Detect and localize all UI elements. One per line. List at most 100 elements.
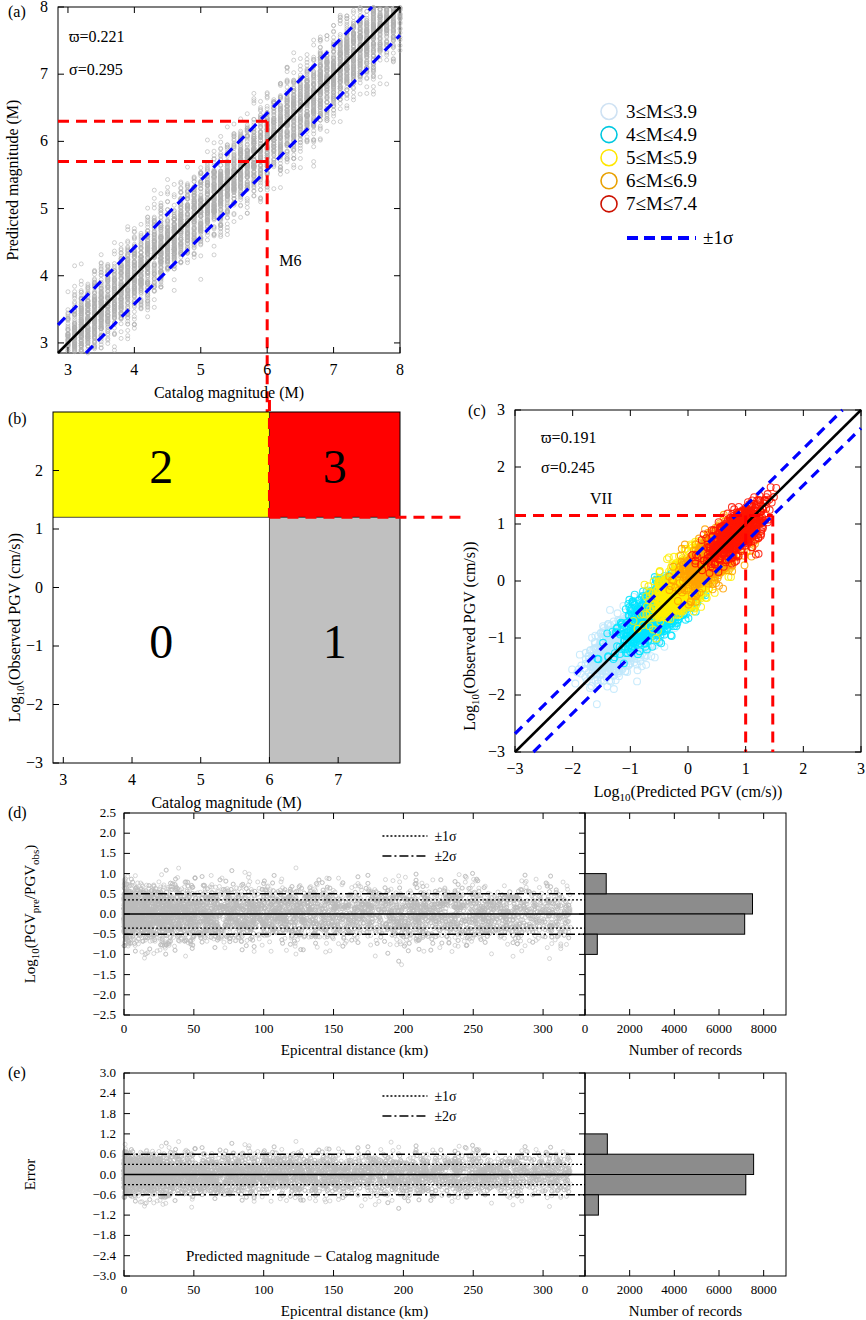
svg-text:250: 250 xyxy=(463,1282,483,1297)
svg-text:±1σ: ±1σ xyxy=(434,1089,457,1104)
svg-text:2: 2 xyxy=(35,462,43,479)
svg-text:(e): (e) xyxy=(8,1064,26,1082)
svg-text:1.0: 1.0 xyxy=(100,866,116,881)
svg-text:0.5: 0.5 xyxy=(100,886,116,901)
svg-text:σ=0.245: σ=0.245 xyxy=(541,459,595,476)
svg-text:Predicted magnitude − Catalog: Predicted magnitude − Catalog magnitude xyxy=(186,1248,440,1264)
svg-text:3.0: 3.0 xyxy=(100,1065,116,1080)
svg-text:150: 150 xyxy=(324,1021,344,1036)
svg-text:3: 3 xyxy=(323,440,347,493)
svg-text:−1.5: −1.5 xyxy=(92,967,116,982)
svg-text:M6: M6 xyxy=(279,252,301,269)
svg-text:2: 2 xyxy=(149,440,173,493)
svg-text:3≤M≤3.9: 3≤M≤3.9 xyxy=(626,101,697,122)
svg-text:7: 7 xyxy=(330,361,338,378)
svg-text:Epicentral distance (km): Epicentral distance (km) xyxy=(281,1303,428,1320)
svg-text:1: 1 xyxy=(323,615,347,668)
svg-text:0.0: 0.0 xyxy=(100,1167,116,1182)
svg-text:0: 0 xyxy=(149,615,173,668)
svg-text:0: 0 xyxy=(684,760,692,777)
svg-text:σ=0.295: σ=0.295 xyxy=(69,61,123,78)
svg-text:0: 0 xyxy=(582,1021,589,1036)
svg-text:Catalog magnitude (M): Catalog magnitude (M) xyxy=(154,384,304,402)
svg-text:ϖ=0.191: ϖ=0.191 xyxy=(541,429,597,446)
svg-text:(a): (a) xyxy=(8,3,26,21)
svg-text:−3: −3 xyxy=(506,760,523,777)
svg-text:±1σ: ±1σ xyxy=(703,227,733,248)
svg-text:1.2: 1.2 xyxy=(100,1126,116,1141)
svg-text:Error: Error xyxy=(22,1159,38,1191)
svg-text:−2: −2 xyxy=(26,696,43,713)
svg-text:2.5: 2.5 xyxy=(100,805,116,820)
svg-text:1: 1 xyxy=(742,760,750,777)
svg-text:−2: −2 xyxy=(564,760,581,777)
svg-text:(b): (b) xyxy=(8,410,27,428)
svg-text:−0.5: −0.5 xyxy=(92,926,116,941)
svg-text:0: 0 xyxy=(582,1282,589,1297)
svg-text:1: 1 xyxy=(35,520,43,537)
svg-text:4: 4 xyxy=(128,771,136,788)
svg-text:Catalog magnitude (M): Catalog magnitude (M) xyxy=(151,794,301,812)
svg-text:6: 6 xyxy=(263,361,271,378)
svg-text:8: 8 xyxy=(40,0,48,15)
svg-text:2: 2 xyxy=(799,760,807,777)
svg-text:200: 200 xyxy=(394,1282,414,1297)
svg-text:4000: 4000 xyxy=(661,1021,687,1036)
svg-text:2.4: 2.4 xyxy=(100,1085,117,1100)
svg-text:3: 3 xyxy=(857,760,865,777)
svg-text:50: 50 xyxy=(187,1021,200,1036)
svg-text:−3: −3 xyxy=(26,754,43,771)
svg-text:2000: 2000 xyxy=(617,1021,643,1036)
svg-text:0: 0 xyxy=(35,579,43,596)
svg-text:7: 7 xyxy=(40,65,48,82)
svg-text:3: 3 xyxy=(59,771,67,788)
svg-text:3: 3 xyxy=(64,361,72,378)
svg-text:4: 4 xyxy=(40,267,48,284)
svg-text:150: 150 xyxy=(324,1282,344,1297)
svg-text:−1: −1 xyxy=(26,637,43,654)
svg-text:ϖ=0.221: ϖ=0.221 xyxy=(69,28,125,45)
svg-text:(c): (c) xyxy=(468,402,486,420)
svg-text:6≤M≤6.9: 6≤M≤6.9 xyxy=(626,170,697,191)
svg-text:−1.0: −1.0 xyxy=(92,946,116,961)
svg-text:4≤M≤4.9: 4≤M≤4.9 xyxy=(626,124,697,145)
svg-text:2.0: 2.0 xyxy=(100,825,116,840)
svg-text:Epicentral distance (km): Epicentral distance (km) xyxy=(281,1042,428,1059)
svg-text:100: 100 xyxy=(254,1282,274,1297)
svg-text:0.0: 0.0 xyxy=(100,906,116,921)
svg-text:50: 50 xyxy=(187,1282,200,1297)
svg-text:Predicted magnitude (M): Predicted magnitude (M) xyxy=(4,100,22,261)
svg-text:1: 1 xyxy=(497,515,505,532)
svg-text:0: 0 xyxy=(121,1282,128,1297)
svg-text:8: 8 xyxy=(396,361,404,378)
svg-text:−3.0: −3.0 xyxy=(92,1268,116,1283)
svg-text:5: 5 xyxy=(197,361,205,378)
svg-text:300: 300 xyxy=(533,1282,553,1297)
svg-text:−1: −1 xyxy=(622,760,639,777)
svg-text:7: 7 xyxy=(334,771,342,788)
svg-text:6000: 6000 xyxy=(706,1282,732,1297)
svg-text:1.8: 1.8 xyxy=(100,1106,116,1121)
svg-text:3: 3 xyxy=(40,334,48,351)
svg-text:−1.2: −1.2 xyxy=(92,1207,116,1222)
svg-text:2000: 2000 xyxy=(617,1282,643,1297)
svg-text:300: 300 xyxy=(533,1021,553,1036)
svg-text:−1: −1 xyxy=(488,629,505,646)
svg-text:0.6: 0.6 xyxy=(100,1146,117,1161)
svg-text:−1.8: −1.8 xyxy=(92,1227,116,1242)
svg-text:−2.4: −2.4 xyxy=(92,1248,116,1263)
svg-text:100: 100 xyxy=(254,1021,274,1036)
svg-text:0: 0 xyxy=(497,572,505,589)
svg-text:250: 250 xyxy=(463,1021,483,1036)
svg-text:−2.5: −2.5 xyxy=(92,1007,116,1022)
svg-text:±2σ: ±2σ xyxy=(434,1109,457,1124)
svg-text:Number of records: Number of records xyxy=(629,1303,742,1319)
svg-text:−2.0: −2.0 xyxy=(92,987,116,1002)
svg-text:−2: −2 xyxy=(488,686,505,703)
svg-text:0: 0 xyxy=(121,1021,128,1036)
svg-text:8000: 8000 xyxy=(751,1021,777,1036)
svg-text:5≤M≤5.9: 5≤M≤5.9 xyxy=(626,147,697,168)
svg-text:7≤M≤7.4: 7≤M≤7.4 xyxy=(626,193,697,214)
svg-text:6: 6 xyxy=(265,771,273,788)
svg-text:8000: 8000 xyxy=(751,1282,777,1297)
